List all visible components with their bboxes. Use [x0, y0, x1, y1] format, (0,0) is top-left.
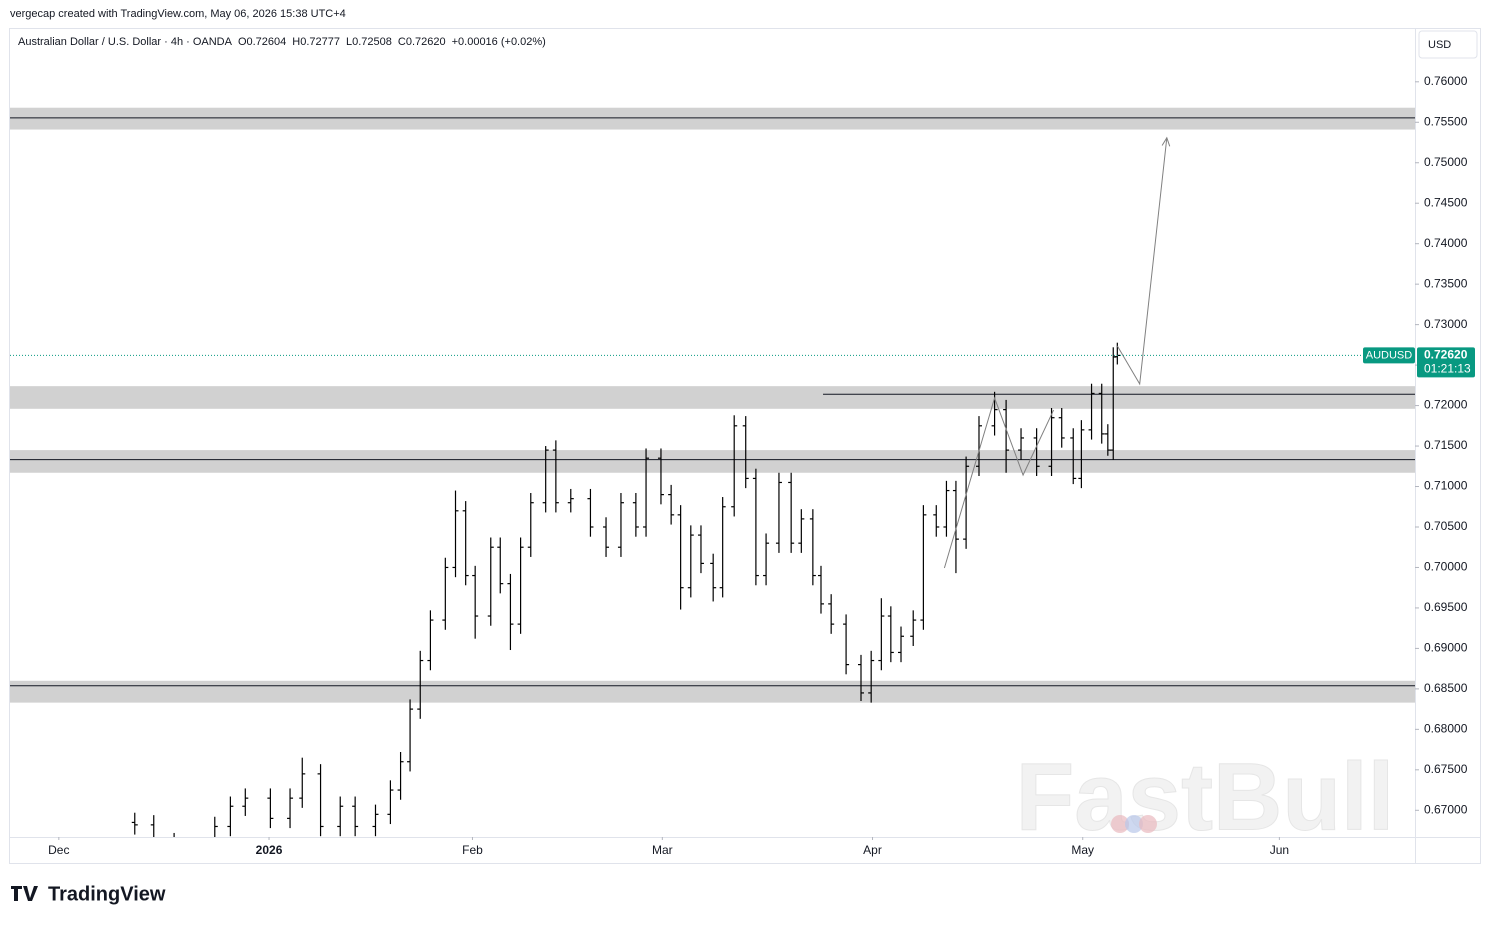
zone	[10, 386, 1415, 409]
legend-value: C0.72620	[398, 36, 446, 48]
y-tick-label: 0.69500	[1424, 600, 1468, 614]
x-tick-label: May	[1071, 843, 1094, 857]
y-tick-label: 0.70500	[1424, 519, 1468, 533]
x-tick-label: Jun	[1270, 843, 1289, 857]
legend-value: O0.72604	[238, 36, 286, 48]
y-tick-label: 0.71500	[1424, 438, 1468, 452]
zone	[10, 450, 1415, 473]
legend-line: Australian Dollar / U.S. Dollar · 4h · O…	[18, 36, 546, 48]
logo-text: TradingView	[48, 883, 166, 905]
countdown-label: 01:21:13	[1424, 362, 1471, 376]
zone	[10, 107, 1415, 130]
logo-icon	[11, 886, 38, 901]
x-tick-label: 2026	[256, 843, 283, 857]
y-tick-label: 0.74000	[1424, 236, 1468, 250]
price-badge	[1417, 347, 1475, 378]
watermark-icon	[1111, 815, 1129, 833]
symbol-badge	[1363, 347, 1415, 364]
x-tick-label: Dec	[48, 843, 69, 857]
y-tick-label: 0.68500	[1424, 681, 1468, 695]
plot-area	[10, 107, 1415, 837]
y-tick-label: 0.75000	[1424, 155, 1468, 169]
symbol-title: Australian Dollar / U.S. Dollar · 4h · O…	[18, 36, 233, 48]
price-label: 0.72620	[1424, 348, 1468, 362]
y-tick-label: 0.70000	[1424, 560, 1468, 574]
y-tick-label: 0.72000	[1424, 398, 1468, 412]
legend-value: L0.72508	[346, 36, 392, 48]
y-tick-label: 0.73000	[1424, 317, 1468, 331]
watermark-group: FastBull	[1015, 743, 1395, 851]
symbol-label: AUDUSD	[1366, 349, 1413, 361]
currency-label[interactable]: USD	[1428, 39, 1451, 51]
trend-drawing	[1116, 137, 1168, 386]
x-tick-label: Apr	[863, 843, 882, 857]
y-tick-label: 0.75500	[1424, 114, 1468, 128]
y-tick-label: 0.76000	[1424, 74, 1468, 88]
trend-drawing	[943, 396, 1055, 569]
y-tick-label: 0.74500	[1424, 195, 1468, 209]
y-tick-label: 0.68000	[1424, 722, 1468, 736]
x-tick-label: Feb	[462, 843, 483, 857]
zone	[10, 680, 1415, 703]
y-tick-label: 0.67500	[1424, 762, 1468, 776]
watermark-icon	[1125, 815, 1143, 833]
y-tick-label: 0.69000	[1424, 641, 1468, 655]
y-tick-label: 0.73500	[1424, 276, 1468, 290]
y-tick-label: 0.71000	[1424, 479, 1468, 493]
legend-value: +0.00016 (+0.02%)	[452, 36, 546, 48]
attribution: vergecap created with TradingView.com, M…	[10, 8, 346, 20]
chart-frame	[9, 28, 1481, 864]
legend-values: O0.72604 H0.72777 L0.72508 C0.72620 +0.00016…	[238, 36, 546, 48]
legend-value: H0.72777	[292, 36, 340, 48]
x-tick-label: Mar	[652, 843, 673, 857]
footer: TradingView	[11, 883, 166, 905]
arrow-head	[1161, 136, 1171, 147]
currency-button[interactable]	[1418, 30, 1478, 59]
watermark-icon	[1139, 815, 1157, 833]
y-tick-label: 0.67000	[1424, 802, 1468, 816]
watermark: FastBull	[1016, 743, 1395, 850]
